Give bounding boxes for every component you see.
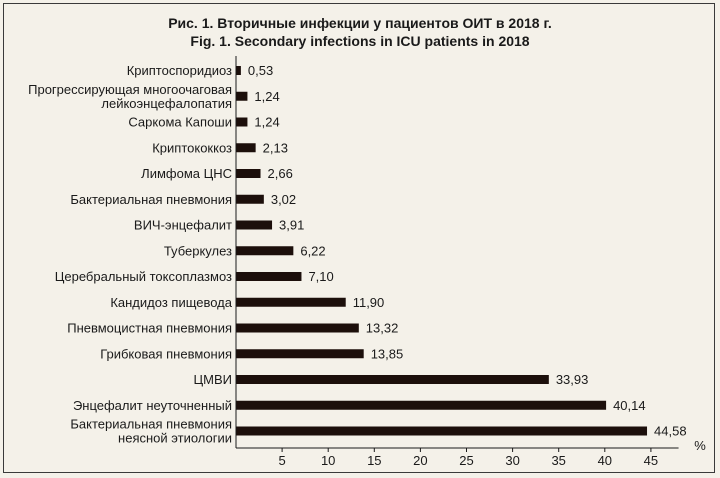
bar-value-label: 2,66	[268, 166, 293, 181]
bar	[236, 169, 261, 178]
bar	[236, 297, 346, 307]
category-label-line: Кандидоз пищевода	[110, 295, 232, 310]
category-label-line: Лимфома ЦНС	[141, 166, 232, 181]
bar-value-label: 0,53	[248, 63, 273, 78]
bar	[236, 66, 241, 75]
bar	[236, 246, 294, 256]
bar-value-label: 33,93	[556, 372, 589, 387]
bar	[236, 194, 264, 204]
bars-layer	[236, 66, 648, 436]
category-label: Криптококкоз	[152, 140, 232, 155]
bar-value-label: 3,91	[279, 218, 304, 233]
bar	[236, 349, 364, 359]
x-tick-label: 20	[413, 453, 427, 468]
category-label: Церебральный токсоплазмоз	[55, 269, 232, 284]
x-tick-label: 15	[367, 453, 381, 468]
bar-value-label: 13,85	[371, 346, 404, 361]
chart-title-en: Fig. 1. Secondary infections in ICU pati…	[190, 33, 530, 49]
bar-value-label: 13,32	[366, 321, 399, 336]
category-label-line: Саркома Капоши	[128, 115, 232, 130]
bar-value-label: 2,13	[263, 140, 288, 155]
bar	[236, 91, 248, 101]
category-label-line: Криптококкоз	[152, 140, 232, 155]
category-label: ВИЧ-энцефалит	[134, 218, 232, 233]
x-tick-label: 45	[644, 453, 658, 468]
x-tick-label: 35	[551, 453, 565, 468]
category-label-line: ЦМВИ	[194, 372, 232, 387]
x-tick-label: 5	[278, 453, 285, 468]
x-tick-label: 25	[459, 453, 473, 468]
bar-value-label: 6,22	[300, 243, 325, 258]
category-label: Криптоспоридиоз	[127, 63, 232, 78]
category-label-line: лейкоэнцефалопатия	[101, 96, 232, 111]
category-label-line: неясной этиологии	[118, 431, 232, 446]
category-label-line: Энцефалит неуточненный	[73, 398, 232, 413]
x-tick-label: 10	[321, 453, 335, 468]
bar	[236, 143, 256, 153]
category-label: Грибковая пневмония	[100, 346, 232, 361]
category-label-line: Грибковая пневмония	[100, 346, 232, 361]
category-label-line: Бактериальная пневмония	[70, 192, 232, 207]
bar-value-label: 3,02	[271, 192, 296, 207]
category-label: ЦМВИ	[194, 372, 232, 387]
bar	[236, 272, 302, 281]
category-label: Кандидоз пищевода	[110, 295, 232, 310]
category-label-line: Прогрессирующая многоочаговая	[28, 82, 232, 97]
bar-value-label: 1,24	[254, 115, 279, 130]
category-label: Бактериальная пневмония неясной этиологии	[70, 417, 232, 446]
category-label-line: Бактериальная пневмония	[70, 417, 232, 432]
x-axis-unit-label: %	[694, 438, 706, 453]
bar	[236, 323, 359, 333]
chart-title-block: Рис. 1. Вторичные инфекции у пациентов О…	[0, 14, 720, 50]
category-label-line: Туберкулез	[164, 243, 232, 258]
category-label-line: ВИЧ-энцефалит	[134, 218, 232, 233]
bar-value-label: 40,14	[613, 398, 646, 413]
category-label: Саркома Капоши	[128, 115, 232, 130]
figure-frame	[3, 3, 715, 473]
bar-value-label: 1,24	[254, 89, 279, 104]
category-label: Лимфома ЦНС	[141, 166, 232, 181]
x-tick-label: 40	[598, 453, 612, 468]
bar	[236, 375, 549, 384]
category-label-line: Пневмоцистная пневмония	[67, 321, 232, 336]
category-label: Бактериальная пневмония	[70, 192, 232, 207]
labels-layer: 0,53 Криптоспоридиоз 1,24 Прогрессирующая м…	[28, 63, 686, 446]
category-label-line: Церебральный токсоплазмоз	[55, 269, 232, 284]
bar-value-label: 44,58	[654, 424, 687, 439]
x-tick-label: 30	[505, 453, 519, 468]
bar	[236, 400, 607, 410]
bar	[236, 426, 648, 436]
x-axis: 5 10 15 20 25 30 35 40 45%	[235, 56, 706, 468]
bar	[236, 220, 273, 230]
category-label-line: Криптоспоридиоз	[127, 63, 232, 78]
bar-value-label: 7,10	[308, 269, 333, 284]
bar	[236, 117, 248, 127]
category-label: Пневмоцистная пневмония	[67, 321, 232, 336]
category-label: Прогрессирующая многоочаговая лейкоэнцефа…	[28, 82, 232, 111]
bar-value-label: 11,90	[353, 295, 385, 310]
chart-title-ru: Рис. 1. Вторичные инфекции у пациентов О…	[168, 15, 552, 31]
category-label: Энцефалит неуточненный	[73, 398, 232, 413]
category-label: Туберкулез	[164, 243, 232, 258]
